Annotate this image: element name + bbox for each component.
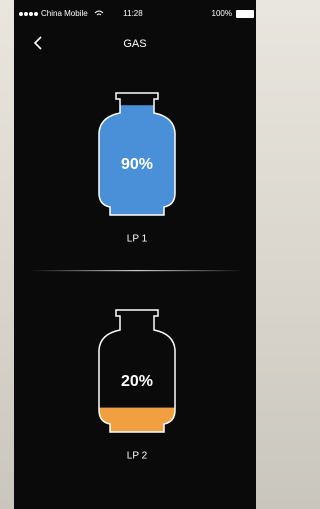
battery-level: 100% [212, 9, 232, 18]
tank-name: LP 1 [127, 234, 148, 245]
tank-name: LP 2 [127, 451, 148, 462]
time: 11:28 [123, 9, 143, 18]
page: {"status_bar": {"carrier": "China Mobile… [0, 0, 256, 509]
tank-level: 20% [121, 373, 153, 390]
tank-level: 90% [121, 156, 153, 173]
battery-icon [236, 10, 254, 18]
carrier: China Mobile [41, 9, 88, 18]
page-title: GAS [123, 38, 146, 50]
divider [30, 270, 244, 271]
screen: China Mobile 11:28 100% GAS 90% LP 1 20% LP… [0, 0, 256, 509]
